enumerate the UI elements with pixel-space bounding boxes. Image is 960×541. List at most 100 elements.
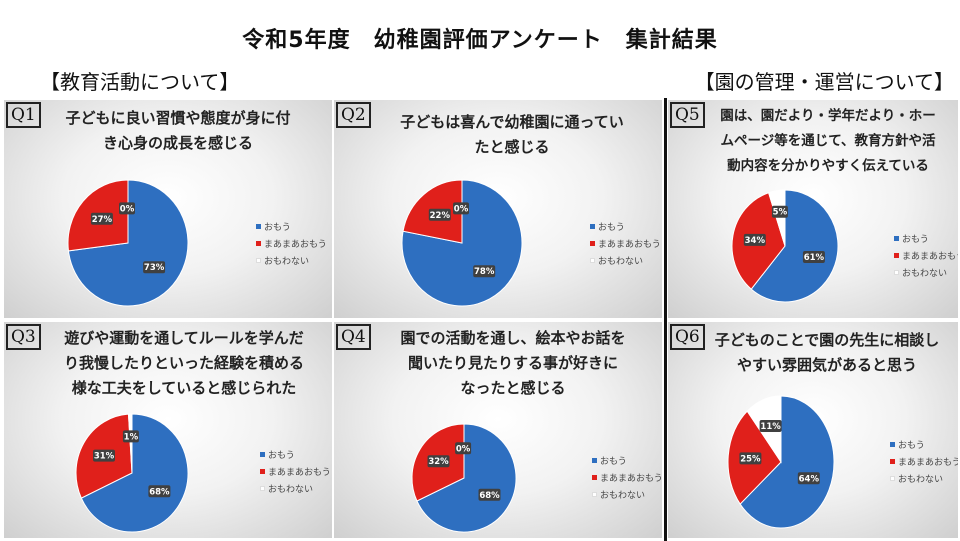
slice-omou [416, 423, 517, 533]
legend-item-omou: おもう [256, 218, 327, 235]
svg-text:0%: 0% [456, 444, 471, 454]
section-heading-management: 【園の管理・運営について】 [694, 70, 954, 94]
question-text: 子どものことで園の先生に相談し やすい雰囲気があると思う [714, 331, 940, 374]
legend-swatch [256, 241, 261, 246]
data-label-omowanai: 0% [119, 202, 135, 215]
legend-label: おもう [268, 451, 295, 461]
legend-item-omowanai: おもわない [894, 264, 958, 281]
legend-label: まあまあおもう [264, 240, 327, 250]
legend-label: おもわない [598, 257, 644, 267]
legend-label: まあまあおもう [268, 468, 331, 478]
legend-swatch [256, 224, 261, 229]
legend-swatch [592, 475, 597, 480]
legend-item-maamaa-omou: まあまあおもう [256, 235, 327, 252]
data-label-omowanai: 1% [122, 430, 139, 443]
question-number: Q1 [6, 102, 41, 128]
data-label-maamaa-omou: 32% [427, 455, 450, 468]
legend-label: おもわない [902, 269, 948, 279]
pie-chart: 68% 31% 1% [75, 413, 189, 533]
legend-label: おもう [898, 441, 925, 451]
data-label-omou: 73% [143, 261, 166, 274]
legend-item-maamaa-omou: まあまあおもう [260, 463, 331, 480]
svg-text:61%: 61% [804, 253, 825, 263]
legend-swatch [590, 224, 595, 229]
legend-label: まあまあおもう [898, 458, 958, 468]
svg-text:27%: 27% [92, 215, 113, 225]
legend-label: おもう [264, 223, 291, 233]
legend-swatch [260, 486, 265, 491]
legend-swatch [592, 492, 597, 497]
legend: おもうまあまあおもうおもわない [260, 446, 331, 497]
data-label-maamaa-omou: 34% [743, 233, 766, 246]
slice-omou [739, 395, 835, 529]
legend-swatch [256, 258, 261, 263]
svg-text:68%: 68% [149, 487, 170, 497]
data-label-maamaa-omou: 25% [739, 452, 762, 465]
svg-text:1%: 1% [124, 432, 139, 442]
data-label-maamaa-omou: 27% [90, 212, 113, 225]
legend: おもうまあまあおもうおもわない [256, 218, 327, 269]
legend-item-maamaa-omou: まあまあおもう [894, 247, 958, 264]
svg-text:0%: 0% [120, 204, 135, 214]
panel-q5: Q5 園は、園だより・学年だより・ホー ムページ等を通じて、教育方針や活 動内容… [668, 100, 958, 318]
panel-q1: Q1 子どもに良い習慣や態度が身に付 き心身の成長を感じる 73% 27% 0% お… [4, 100, 332, 318]
legend-label: おもわない [264, 257, 310, 267]
question-number: Q5 [670, 102, 705, 128]
data-label-omou: 78% [473, 265, 496, 278]
legend-swatch [894, 253, 899, 258]
svg-text:73%: 73% [144, 263, 165, 273]
legend-item-omou: おもう [894, 230, 958, 247]
legend-label: まあまあおもう [902, 252, 958, 262]
question-text: 子どもは喜んで幼稚園に通ってい たと感じる [400, 113, 624, 156]
panel-q4: Q4 園での活動を通し、絵本やお話を 聞いたり見たりする事が好きに なったと感じ… [334, 322, 662, 538]
section-divider [664, 98, 667, 541]
question-text: 子どもに良い習慣や態度が身に付 き心身の成長を感じる [65, 109, 291, 152]
slice-omou [80, 413, 189, 533]
svg-text:25%: 25% [740, 454, 761, 464]
slice-omou [750, 189, 839, 303]
legend-swatch [590, 258, 595, 263]
question-number: Q6 [670, 324, 705, 350]
legend-item-omou: おもう [590, 218, 661, 235]
legend: おもうまあまあおもうおもわない [890, 436, 958, 487]
legend-item-maamaa-omou: まあまあおもう [590, 235, 661, 252]
legend-item-omou: おもう [260, 446, 331, 463]
legend-swatch [592, 458, 597, 463]
legend-swatch [260, 452, 265, 457]
pie-chart: 78% 22%0% [401, 179, 523, 307]
legend-label: おもう [600, 457, 627, 467]
data-label-omowanai: 0% [455, 442, 472, 455]
question-text: 遊びや運動を通してルールを学んだ り我慢したりといった経験を積める 様な工夫をし… [63, 329, 304, 397]
slice-omowanai [767, 189, 786, 247]
question-number: Q4 [336, 324, 371, 350]
svg-text:0%: 0% [454, 204, 469, 214]
svg-text:5%: 5% [773, 208, 788, 218]
data-label-omou: 61% [802, 251, 825, 263]
question-number: Q3 [6, 324, 41, 350]
data-label-maamaa-omou: 22% [428, 208, 451, 221]
svg-text:64%: 64% [799, 474, 820, 484]
legend-item-omowanai: おもわない [260, 480, 331, 497]
slice-omowanai [127, 413, 133, 474]
legend-item-maamaa-omou: まあまあおもう [890, 453, 958, 470]
svg-text:22%: 22% [430, 211, 451, 221]
legend: おもうまあまあおもうおもわない [590, 218, 661, 269]
legend-label: おもわない [600, 491, 646, 501]
question-text: 園は、園だより・学年だより・ホー ムページ等を通じて、教育方針や活 動内容を分か… [720, 108, 936, 174]
data-label-omowanai: 11% [759, 420, 782, 432]
legend-item-omou: おもう [592, 452, 662, 469]
legend-item-maamaa-omou: まあまあおもう [592, 469, 662, 486]
pie-chart: 61% 34% 5% [731, 189, 839, 303]
legend-item-omou: おもう [890, 436, 958, 453]
svg-text:78%: 78% [474, 267, 495, 277]
data-label-omowanai: 5% [771, 205, 788, 218]
svg-text:34%: 34% [745, 236, 766, 246]
question-text: 園での活動を通し、絵本やお話を 聞いたり見たりする事が好きに なったと感じる [400, 329, 626, 397]
legend-swatch [894, 270, 899, 275]
page-title: 令和5年度 幼稚園評価アンケート 集計結果 [242, 28, 718, 53]
svg-text:68%: 68% [479, 491, 500, 501]
legend-label: おもわない [898, 475, 944, 485]
data-label-maamaa-omou: 31% [93, 449, 115, 462]
legend-item-omowanai: おもわない [890, 470, 958, 487]
